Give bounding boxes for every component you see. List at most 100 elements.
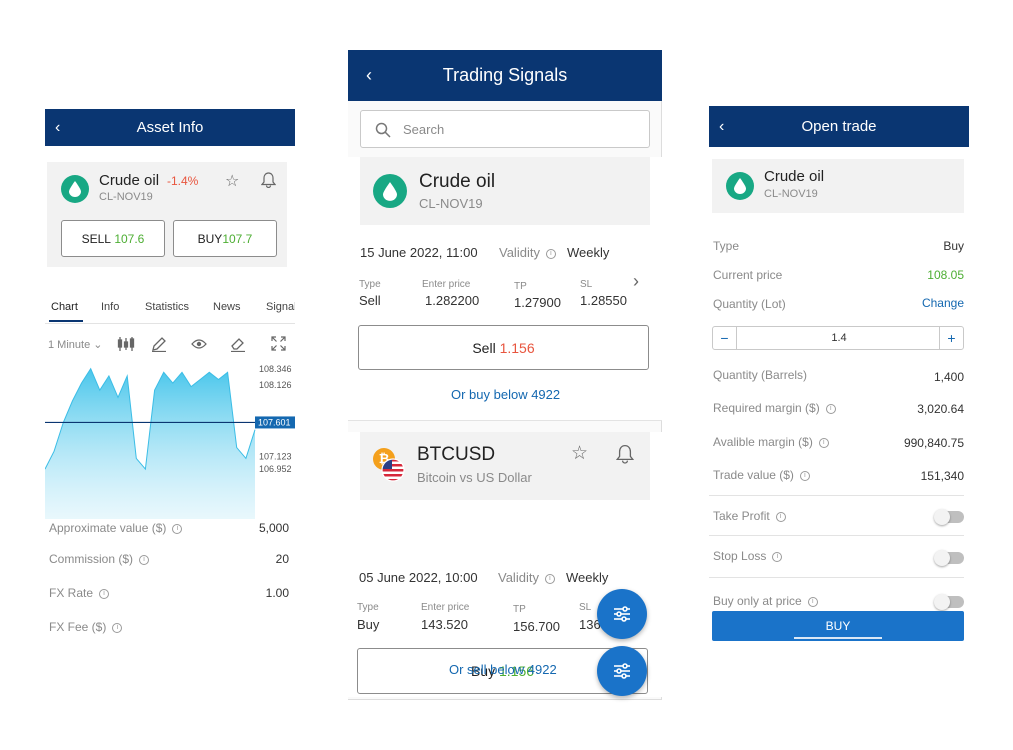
- type-label: Type: [357, 602, 379, 613]
- back-icon[interactable]: ‹: [366, 65, 372, 85]
- info-icon[interactable]: i: [772, 551, 783, 562]
- row-label: Avalible margin ($): [713, 435, 813, 449]
- sell-label: SELL: [81, 231, 111, 246]
- sl-label: SL: [579, 602, 592, 613]
- signal-card: ₿ BTCUSD Bitcoin vs US Dollar ☆ 05 June: [348, 432, 662, 697]
- pencil-icon[interactable]: [151, 336, 167, 352]
- drop-icon: [61, 175, 89, 203]
- star-icon[interactable]: ☆: [571, 443, 589, 464]
- action-price: 1.156: [498, 663, 535, 679]
- type-label: Type: [359, 279, 381, 290]
- take-profit-toggle[interactable]: [934, 509, 964, 525]
- search-icon: [375, 122, 391, 138]
- quantity-input[interactable]: 1.4: [831, 332, 847, 344]
- price-line: [45, 367, 256, 471]
- star-icon[interactable]: ☆: [225, 173, 240, 190]
- validity-label: Validity i: [498, 570, 555, 585]
- row-label: Quantity (Barrels): [713, 368, 808, 382]
- tab-signals[interactable]: Signals: [266, 301, 295, 313]
- eraser-icon[interactable]: [230, 336, 246, 352]
- sell-button[interactable]: SELL 107.6: [61, 220, 165, 257]
- asset-name: Crude oil: [419, 171, 496, 192]
- asset-name: Crude oil: [99, 172, 160, 189]
- row-label: Required margin ($): [713, 401, 820, 415]
- tab-statistics[interactable]: Statistics: [145, 301, 190, 313]
- current-price-label: 107.601: [258, 417, 291, 427]
- candles-icon[interactable]: [117, 336, 135, 352]
- bell-icon[interactable]: [616, 444, 634, 464]
- interval-select[interactable]: 1 Minute ⌄: [48, 339, 103, 351]
- tp-label: TP: [513, 604, 526, 615]
- info-icon[interactable]: i: [799, 470, 810, 481]
- interval-value: 1 Minute: [48, 339, 91, 351]
- active-tab-indicator: [49, 320, 83, 322]
- current-price-value: 108.05: [927, 268, 964, 282]
- info-icon[interactable]: i: [545, 248, 556, 259]
- info-icon[interactable]: i: [112, 622, 123, 633]
- buy-button[interactable]: Buy 1.156: [357, 648, 648, 694]
- buy-button[interactable]: BUY 107.7: [173, 220, 277, 257]
- quantity-label: Quantity (Lot): [713, 297, 786, 311]
- trade-row: Trade value ($) i 151,340: [713, 468, 964, 483]
- alt-order-link[interactable]: Or sell below 4922: [449, 662, 557, 677]
- search-input[interactable]: Search: [360, 110, 650, 148]
- y-tick-label: 108.126: [259, 380, 292, 390]
- toggle-row-take-profit: Take Profit i: [713, 509, 964, 529]
- validity-value: Weekly: [567, 245, 610, 260]
- info-icon[interactable]: i: [825, 403, 836, 414]
- fullscreen-icon[interactable]: [271, 336, 286, 351]
- stop-loss-toggle[interactable]: [934, 550, 964, 566]
- signal-asset-box: Crude oil CL-NOV19: [360, 157, 650, 225]
- filter-button[interactable]: [597, 589, 647, 639]
- sl-value: 1.28550: [580, 293, 627, 308]
- current-price-label: Current price: [713, 268, 783, 282]
- change-link[interactable]: Change: [921, 296, 964, 310]
- info-icon[interactable]: i: [99, 588, 110, 599]
- back-icon[interactable]: ‹: [55, 118, 61, 136]
- bell-icon[interactable]: [261, 172, 276, 188]
- increment-button[interactable]: +: [939, 327, 963, 349]
- enter-price-label: Enter price: [421, 602, 470, 613]
- decrement-button[interactable]: −: [713, 327, 737, 349]
- open-trade-panel: ‹ Open trade Crude oil CL-NOV19 Type Buy…: [709, 106, 969, 646]
- signal-datetime: 05 June 2022, 10:00: [359, 570, 478, 585]
- buy-at-price-toggle[interactable]: [934, 594, 964, 610]
- drop-icon: [726, 172, 754, 200]
- eye-icon[interactable]: [191, 338, 207, 350]
- type-value: Sell: [359, 293, 381, 308]
- tab-news[interactable]: News: [213, 301, 241, 313]
- info-icon[interactable]: i: [775, 511, 786, 522]
- page-title: Trading Signals: [442, 65, 568, 85]
- info-icon[interactable]: i: [139, 554, 150, 565]
- toggle-row-buy-at-price: Buy only at price i: [713, 594, 964, 614]
- info-icon[interactable]: i: [544, 573, 555, 584]
- sl-label: SL: [580, 279, 593, 290]
- type-value: Buy: [943, 239, 964, 253]
- card-divider: [348, 420, 662, 421]
- tab-chart[interactable]: Chart: [51, 301, 78, 313]
- buy-submit-button[interactable]: BUY: [712, 611, 964, 641]
- us-flag-icon: [381, 458, 405, 482]
- page-title: Open trade: [801, 118, 877, 135]
- sell-button[interactable]: Sell 1.156: [358, 325, 649, 370]
- filter-button[interactable]: [597, 646, 647, 696]
- sell-price: 107.6: [114, 231, 145, 246]
- asset-symbol: Bitcoin vs US Dollar: [417, 470, 532, 485]
- trade-row: Required margin ($) i 3,020.64: [713, 401, 964, 416]
- price-area: [45, 368, 255, 519]
- row-value: 990,840.75: [903, 436, 964, 450]
- chevron-right-icon[interactable]: ›: [633, 271, 639, 291]
- tp-label: TP: [514, 281, 527, 292]
- asset-tabs: Chart Info Statistics News Signals: [45, 299, 295, 323]
- alt-order-link[interactable]: Or buy below 4922: [451, 387, 561, 402]
- info-icon[interactable]: i: [172, 523, 183, 534]
- back-icon[interactable]: ‹: [719, 117, 725, 135]
- tp-value: 156.700: [513, 619, 560, 634]
- asset-stats: Approximate value ($) i 5,000 Commission …: [49, 519, 289, 649]
- y-tick-label: 106.952: [259, 464, 292, 474]
- row-value: 151,340: [920, 469, 964, 483]
- signal-card: Crude oil CL-NOV19 15 June 2022, 11:00 V…: [348, 157, 662, 420]
- tab-info[interactable]: Info: [101, 301, 120, 313]
- info-icon[interactable]: i: [818, 437, 829, 448]
- info-icon[interactable]: i: [807, 596, 818, 607]
